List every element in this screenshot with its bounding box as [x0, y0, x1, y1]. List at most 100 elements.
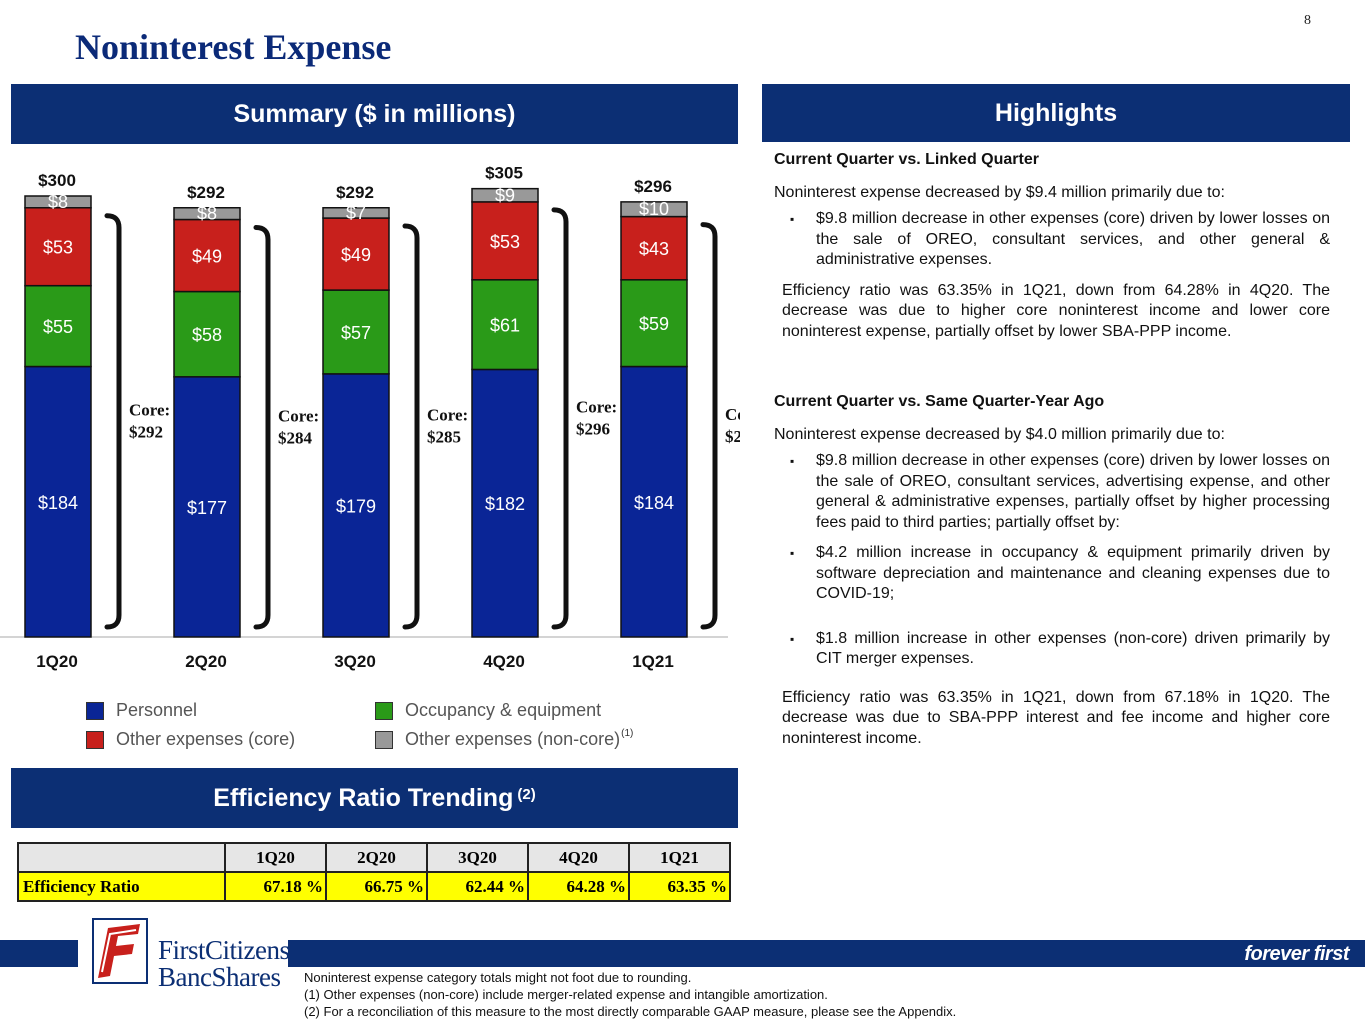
efficiency-table: 1Q20 2Q20 3Q20 4Q20 1Q21 Efficiency Rati…: [17, 842, 731, 902]
bar-data-label: $8: [48, 192, 68, 212]
bar-segment-other-expenses-non-core: [173, 207, 241, 221]
logo-line2: BancShares: [158, 962, 281, 992]
bar-data-label: $7: [346, 203, 366, 223]
footnotes: Noninterest expense category totals migh…: [304, 969, 956, 1020]
bar-data-label: $177: [187, 498, 227, 518]
tagline: forever first: [1244, 943, 1349, 965]
page-number: 8: [1304, 13, 1311, 28]
bar-segment-personnel: [322, 373, 390, 638]
legend-swatch-personnel: [86, 701, 104, 720]
highlights-section1-para: Efficiency ratio was 63.35% in 1Q21, dow…: [782, 281, 1330, 340]
bar-data-label: $49: [192, 247, 222, 267]
bar-segment-occupancy-equipment: [471, 279, 539, 371]
highlights-section2-title: Current Quarter vs. Same Quarter-Year Ag…: [774, 393, 1105, 410]
efficiency-col-header: 2Q20: [325, 842, 428, 873]
bar-data-label: $49: [341, 245, 371, 265]
bar-data-label: $61: [490, 316, 520, 336]
bar-total-label: $300: [38, 171, 76, 190]
bar-segment-other-expenses-non-core: [620, 201, 688, 218]
legend-label-other-core: Other expenses (core): [116, 729, 296, 749]
efficiency-header-footnote: (2): [517, 785, 536, 803]
bar-segment-other-expenses-non-core: [471, 187, 539, 203]
core-bracket: [551, 207, 569, 630]
page-title: Noninterest Expense: [75, 27, 392, 67]
core-label: Core:: [576, 397, 617, 416]
bar-segment-other-expenses-core: [620, 215, 688, 281]
bar-total-label: $292: [336, 183, 374, 202]
core-bracket: [104, 213, 122, 630]
bar-data-label: $59: [639, 314, 669, 334]
x-tick-label: 1Q21: [632, 652, 674, 671]
bar-total-label: $305: [485, 164, 523, 183]
efficiency-value: 66.75 %: [325, 871, 428, 902]
highlights-panel: Current Quarter vs. Linked Quarter Nonin…: [774, 150, 1330, 755]
legend-swatch-other-core: [86, 730, 104, 749]
bar-total-label: $296: [634, 177, 672, 196]
bar-segment-personnel: [620, 365, 688, 638]
legend-label-personnel: Personnel: [116, 700, 198, 720]
efficiency-value: 64.28 %: [527, 871, 630, 902]
core-total-label: $285: [427, 428, 461, 447]
bar-segment-occupancy-equipment: [24, 284, 92, 368]
bar-segment-other-expenses-core: [322, 217, 390, 291]
highlights-section1-title: Current Quarter vs. Linked Quarter: [774, 151, 1039, 168]
footer-bar: [288, 940, 1365, 967]
footnote: (2) For a reconciliation of this measure…: [304, 1004, 957, 1019]
bar-data-label: $53: [43, 238, 73, 258]
efficiency-col-header: 1Q21: [628, 842, 731, 873]
bar-data-label: $43: [639, 239, 669, 259]
legend-label-other-noncore: Other expenses (non-core): [405, 729, 621, 749]
bar-data-label: $8: [197, 204, 217, 224]
bar-segment-occupancy-equipment: [620, 279, 688, 368]
legend-label-occupancy: Occupancy & equipment: [405, 700, 602, 720]
bar-data-label: $179: [336, 496, 376, 516]
highlights-bullet: $9.8 million decrease in other expenses …: [774, 451, 1330, 533]
summary-header-text: Summary ($ in millions): [233, 99, 516, 128]
bar-data-label: $9: [495, 185, 515, 205]
highlights-bullet: $1.8 million increase in other expenses …: [774, 629, 1330, 670]
efficiency-col-header: 1Q20: [224, 842, 327, 873]
legend-footnote-marker: (1): [621, 728, 634, 739]
core-total-label: $292: [129, 422, 163, 441]
legend-personnel: Personnel: [86, 700, 197, 721]
efficiency-col-header: 4Q20: [527, 842, 630, 873]
efficiency-value: 63.35 %: [628, 871, 731, 902]
logo-mark-icon: [92, 918, 148, 984]
highlights-bullet: $9.8 million decrease in other expenses …: [774, 209, 1330, 271]
legend-occupancy: Occupancy & equipment: [375, 700, 601, 721]
x-tick-label: 3Q20: [334, 652, 376, 671]
highlights-section2-para: Efficiency ratio was 63.35% in 1Q21, dow…: [782, 688, 1330, 747]
efficiency-value: 67.18 %: [224, 871, 327, 902]
efficiency-table-row: Efficiency Ratio 67.18 % 66.75 % 62.44 %…: [17, 871, 731, 902]
bar-data-label: $57: [341, 323, 371, 343]
efficiency-header-text: Efficiency Ratio Trending: [213, 783, 514, 812]
efficiency-table-header-row: 1Q20 2Q20 3Q20 4Q20 1Q21: [17, 842, 731, 873]
core-label: Core:: [278, 406, 319, 425]
bar-segment-other-expenses-non-core: [322, 207, 390, 219]
core-total-label: $286: [725, 427, 740, 446]
legend-swatch-other-noncore: [375, 730, 393, 749]
bar-segment-other-expenses-non-core: [24, 195, 92, 209]
logo-line1: FirstCitizens: [158, 935, 290, 965]
bar-segment-personnel: [24, 365, 92, 638]
efficiency-table-corner: [17, 842, 226, 873]
legend-swatch-occupancy: [375, 701, 393, 720]
x-tick-label: 2Q20: [185, 652, 227, 671]
logo-wordmark: FirstCitizens BancShares: [158, 937, 290, 991]
core-total-label: $296: [576, 419, 610, 438]
bar-segment-occupancy-equipment: [173, 290, 241, 378]
core-label: Core:: [725, 405, 740, 424]
core-bracket: [253, 225, 271, 630]
x-tick-label: 4Q20: [483, 652, 525, 671]
core-label: Core:: [427, 406, 468, 425]
highlights-bullet: $4.2 million increase in occupancy & equ…: [774, 543, 1330, 605]
core-bracket: [700, 222, 718, 630]
stacked-bar-chart: $184 $55 $53 $8 $300 1Q20 Core: $292 $177 $58 $49 $…: [0, 164, 740, 671]
company-logo: [88, 912, 288, 990]
summary-header: Summary ($ in millions): [11, 84, 738, 144]
bar-data-label: $58: [192, 325, 222, 345]
highlights-section2-bullets: $9.8 million decrease in other expenses …: [774, 451, 1330, 670]
highlights-header-text: Highlights: [994, 98, 1118, 127]
x-tick-label: 1Q20: [36, 652, 78, 671]
core-total-label: $284: [278, 428, 313, 447]
